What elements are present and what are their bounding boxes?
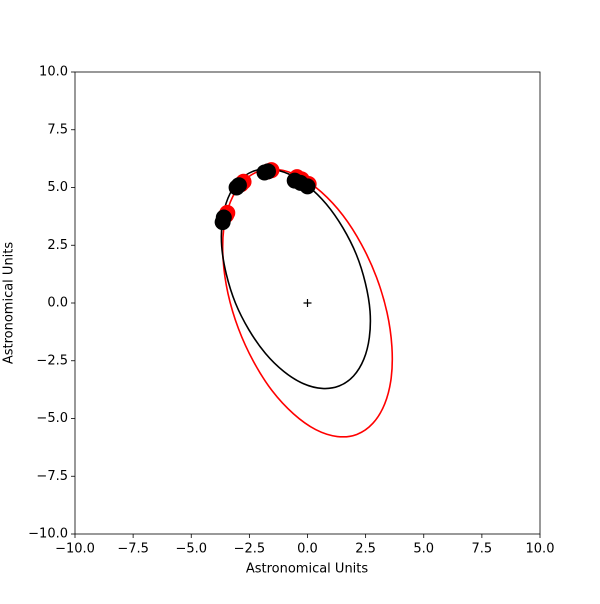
orbit-line [220, 168, 372, 390]
x-tick-label: −7.5 [117, 542, 149, 557]
y-axis-label: Astronomical Units [2, 242, 17, 365]
y-tick-label: −7.5 [36, 469, 68, 484]
plot-frame [74, 71, 541, 535]
x-axis-label: Astronomical Units [246, 562, 369, 577]
star-marker [303, 299, 312, 307]
x-tick-label: −2.5 [234, 542, 266, 557]
y-tick-label: −10.0 [28, 527, 68, 542]
y-tick-label: −2.5 [36, 353, 68, 368]
planet-dot [259, 163, 276, 180]
x-tick-label: −5.0 [175, 542, 207, 557]
y-tick-label: 10.0 [39, 65, 68, 80]
y-tick-label: −5.0 [36, 411, 68, 426]
y-tick-label: 7.5 [47, 122, 68, 137]
planet-dot [215, 209, 232, 226]
x-tick-label: 7.5 [472, 542, 493, 557]
x-tick-label: 0.0 [297, 542, 318, 557]
x-tick-label: 10.0 [526, 542, 555, 557]
planet-dot [299, 178, 316, 195]
y-tick-label: 5.0 [47, 180, 68, 195]
y-tick-label: 0.0 [47, 296, 68, 311]
x-tick-label: 5.0 [413, 542, 434, 557]
x-tick-label: −10.0 [55, 542, 95, 557]
y-tick-label: 2.5 [47, 238, 68, 253]
planet-dot [230, 177, 247, 194]
x-tick-label: 2.5 [355, 542, 376, 557]
